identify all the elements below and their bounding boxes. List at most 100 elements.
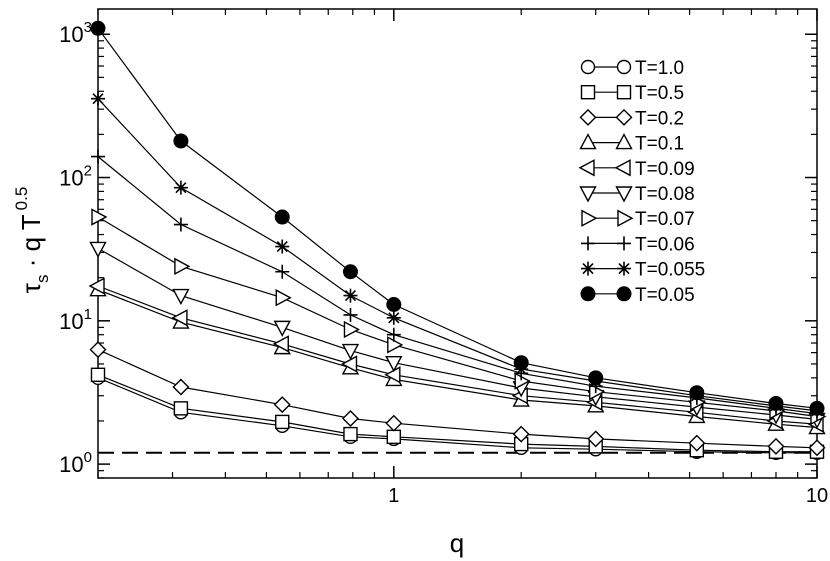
data-point: [173, 180, 188, 195]
data-point: [689, 385, 705, 401]
data-point: [171, 309, 188, 327]
series-line: [97, 247, 818, 420]
series-line: [97, 289, 818, 429]
legend-marker: [578, 159, 595, 177]
legend-item: T=0.2: [579, 108, 684, 129]
data-point: [589, 383, 606, 401]
series-line: [97, 98, 818, 412]
series-T-0-055: [91, 91, 824, 418]
legend-item: T=0.06: [581, 234, 695, 255]
legend-marker: [580, 84, 596, 100]
y-tick-label: 102: [59, 163, 92, 191]
data-point: [91, 149, 105, 164]
data-point: [90, 20, 106, 36]
legend-marker: [616, 84, 632, 100]
data-point: [343, 288, 358, 303]
data-point: [808, 439, 826, 457]
series-T-1-0: [90, 370, 825, 460]
data-point: [342, 264, 358, 280]
legend: T=1.0 T=0.5 T=0.2 T=0.1 T=0.09 T=0.08 T=0.07 T=…: [578, 58, 705, 306]
data-point: [514, 372, 531, 390]
data-point: [688, 434, 706, 452]
legend-item: T=0.07: [581, 209, 695, 230]
legend-marker: [615, 186, 633, 203]
data-point: [275, 239, 290, 254]
legend-label: T=0.1: [635, 134, 684, 155]
data-point: [384, 366, 401, 384]
series-line: [97, 349, 818, 449]
plot-frame: [97, 8, 818, 479]
data-point: [90, 367, 106, 383]
legend-label: T=0.055: [635, 260, 705, 281]
legend-item: T=0.1: [579, 133, 684, 155]
y-tick-label: 103: [59, 19, 92, 47]
data-point: [768, 395, 784, 411]
data-point: [172, 288, 190, 306]
legend-marker: [617, 236, 631, 251]
series-group: [88, 20, 827, 460]
x-tick-label: 10: [806, 485, 828, 507]
data-point: [91, 91, 105, 106]
x-axis-label: q: [450, 528, 464, 558]
y-tick-label: 100: [59, 449, 92, 477]
legend-item: T=0.05: [580, 285, 695, 306]
data-point: [275, 414, 290, 430]
x-tick-label: 1: [388, 485, 399, 507]
series-T-0-06: [91, 149, 824, 421]
data-point: [809, 400, 825, 416]
series-T-0-07: [91, 208, 827, 426]
data-point: [386, 327, 401, 342]
legend-label: T=0.08: [635, 184, 695, 205]
series-line: [97, 377, 817, 454]
series-T-0-5: [90, 367, 825, 459]
legend-label: T=0.09: [635, 159, 695, 180]
legend-label: T=0.2: [635, 108, 684, 129]
series-T-0-2: [89, 341, 826, 457]
data-point: [275, 264, 290, 279]
y-axis-label: τs · q T0.5: [12, 187, 52, 294]
data-point: [587, 430, 605, 448]
data-point: [275, 289, 292, 307]
legend-marker: [617, 209, 634, 227]
data-point: [588, 370, 604, 386]
data-point: [343, 426, 358, 442]
data-point: [512, 425, 530, 443]
legend-marker: [579, 186, 597, 203]
legend-label: T=0.5: [635, 83, 684, 104]
y-tick-label: 101: [59, 306, 92, 334]
data-point: [341, 343, 360, 361]
data-point: [767, 437, 785, 455]
series-line: [97, 285, 818, 425]
data-point: [343, 320, 360, 339]
legend-marker: [581, 236, 595, 251]
legend-marker: [579, 108, 597, 126]
legend-marker: [581, 261, 595, 276]
legend-item: T=0.08: [579, 184, 695, 205]
legend-label: T=1.0: [635, 58, 684, 79]
legend-marker: [581, 209, 598, 227]
data-point: [88, 277, 105, 295]
data-point: [386, 429, 402, 445]
axis-ticks: 1 10 100 101 102 103: [59, 9, 828, 507]
data-point: [274, 209, 290, 225]
data-point: [340, 355, 358, 373]
data-point: [174, 257, 191, 276]
data-point: [386, 296, 402, 312]
legend-marker: [615, 108, 633, 126]
data-point: [91, 208, 108, 226]
data-point: [386, 310, 401, 325]
legend-marker: [580, 286, 596, 302]
legend-marker: [615, 133, 633, 150]
data-point: [385, 356, 403, 373]
data-point: [273, 320, 291, 337]
series-line: [97, 156, 818, 415]
legend-label: T=0.06: [635, 234, 695, 255]
legend-item: T=1.0: [580, 58, 684, 79]
series-line: [97, 374, 817, 453]
data-point: [173, 133, 189, 149]
data-point: [273, 396, 291, 414]
data-point: [172, 378, 190, 396]
legend-item: T=0.5: [580, 83, 684, 104]
data-point: [89, 341, 107, 359]
